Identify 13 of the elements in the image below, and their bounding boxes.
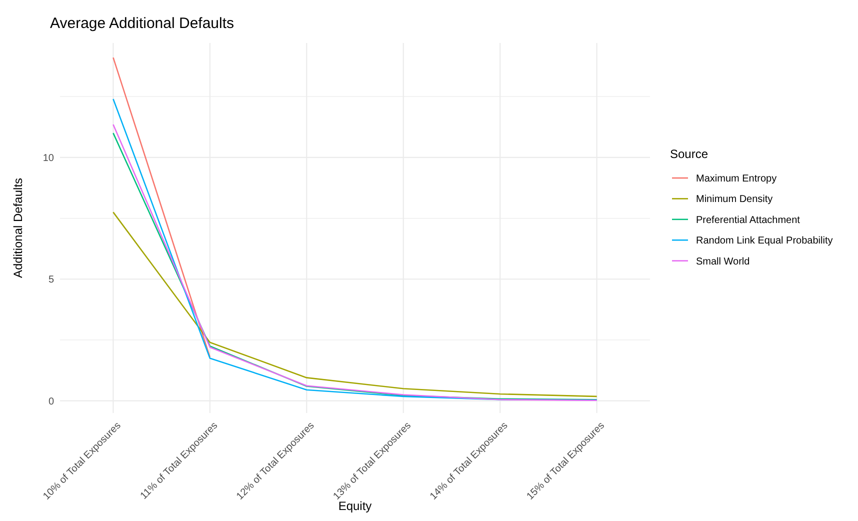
x-axis-title: Equity xyxy=(338,499,372,513)
y-axis-title: Additional Defaults xyxy=(11,178,25,278)
legend-label: Random Link Equal Probability xyxy=(696,236,833,247)
legend-label: Maximum Entropy xyxy=(696,174,777,184)
legend-label: Preferential Attachment xyxy=(696,214,800,226)
line-series xyxy=(112,212,598,398)
legend-label: Small World xyxy=(696,256,750,268)
legend-label: Minimum Density xyxy=(696,194,773,206)
legend-title: Source xyxy=(670,147,708,161)
y-tick-label: 10 xyxy=(42,152,54,164)
y-tick-label: 5 xyxy=(48,274,54,286)
y-tick-label: 0 xyxy=(48,396,54,408)
chart-title: Average Additional Defaults xyxy=(50,15,234,32)
